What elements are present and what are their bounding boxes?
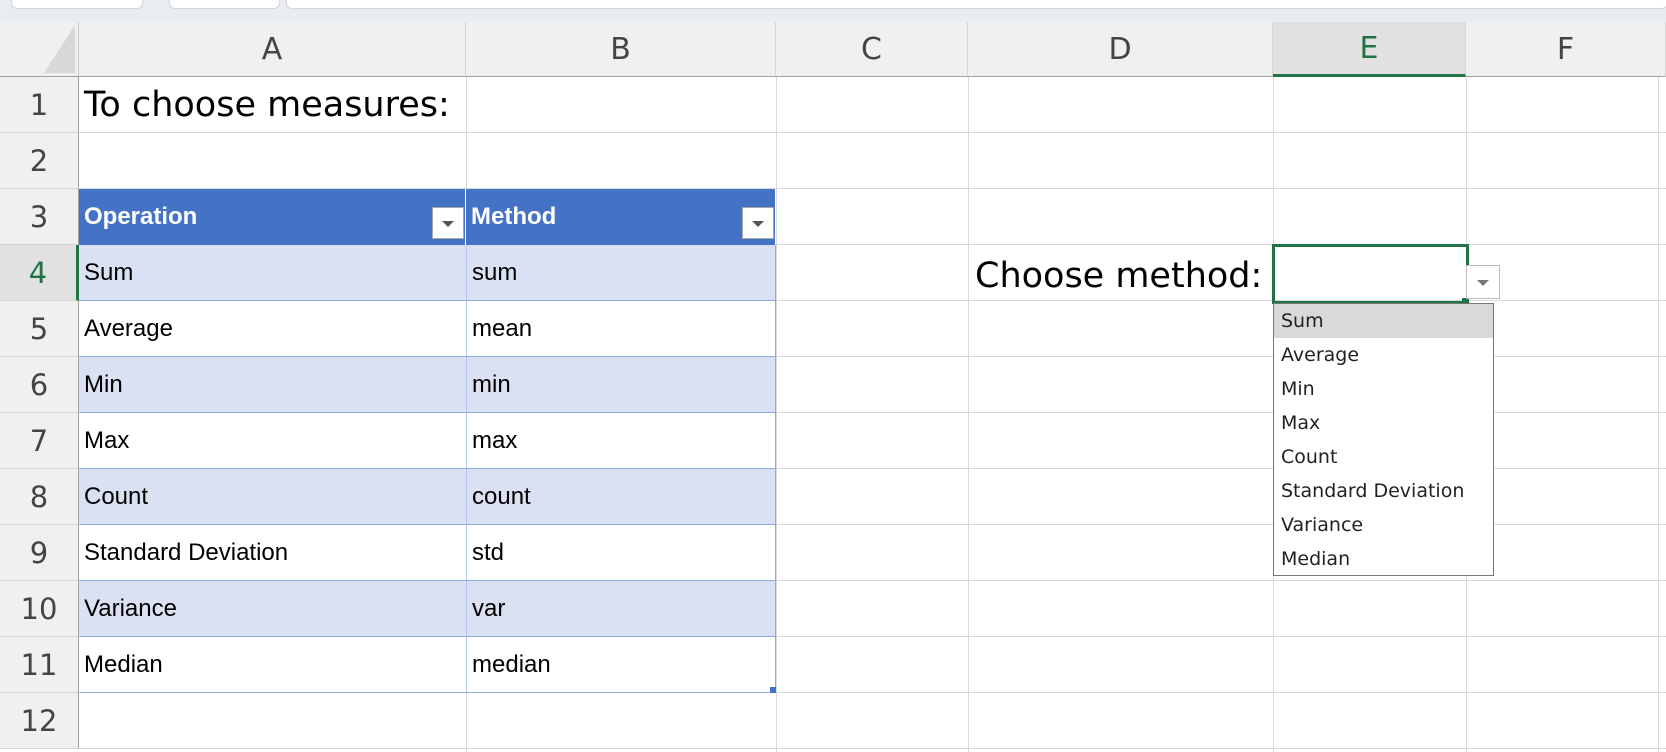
table-cell[interactable]: Median (79, 637, 466, 693)
column-header-a[interactable]: A (79, 22, 466, 77)
column-header-d[interactable]: D (968, 22, 1273, 77)
table-cell[interactable]: Sum (79, 245, 466, 301)
gridline (776, 77, 777, 752)
table-cell[interactable]: Min (79, 357, 466, 413)
gridline (79, 188, 1666, 189)
column-header-e[interactable]: E (1273, 22, 1466, 77)
gridline (79, 636, 1666, 637)
sheet-title: To choose measures: (84, 85, 450, 125)
table-cell[interactable]: median (466, 637, 776, 693)
row-header-5[interactable]: 5 (0, 301, 79, 357)
dropdown-option[interactable]: Max (1281, 412, 1321, 434)
fill-handle[interactable] (1462, 298, 1469, 305)
gridline (968, 77, 969, 752)
toolbar-strip (0, 0, 1666, 22)
choose-method-label: Choose method: (975, 256, 1263, 296)
table-header-method[interactable]: Method (466, 189, 776, 245)
table-cell[interactable]: Max (79, 413, 466, 469)
dropdown-option[interactable]: Count (1281, 446, 1338, 468)
gridline (79, 692, 1666, 693)
toolbar-box[interactable] (169, 0, 280, 9)
filter-dropdown-icon[interactable] (742, 207, 774, 239)
selected-cell-e4[interactable] (1272, 244, 1469, 304)
row-header-10[interactable]: 10 (0, 581, 79, 637)
validation-dropdown-list: Sum Average Min Max Count Standard Deviation V… (1273, 303, 1494, 576)
gridline (79, 300, 1666, 301)
column-header-b[interactable]: B (466, 22, 776, 77)
dropdown-option[interactable]: Median (1281, 548, 1351, 570)
formula-bar[interactable] (286, 0, 1666, 9)
dropdown-option[interactable]: Variance (1281, 514, 1364, 536)
gridline (79, 748, 1666, 749)
table-cell[interactable]: count (466, 469, 776, 525)
table-cell[interactable]: Count (79, 469, 466, 525)
row-header-6[interactable]: 6 (0, 357, 79, 413)
select-all-button[interactable] (0, 22, 79, 77)
table-cell[interactable]: max (466, 413, 776, 469)
table-header-operation[interactable]: Operation (79, 189, 466, 245)
table-cell[interactable]: Standard Deviation (79, 525, 466, 581)
row-header-8[interactable]: 8 (0, 469, 79, 525)
table-cell[interactable]: var (466, 581, 776, 637)
gridline (79, 580, 1666, 581)
gridline (79, 356, 1666, 357)
row-header-2[interactable]: 2 (0, 133, 79, 189)
row-header-1[interactable]: 1 (0, 77, 79, 133)
dropdown-option[interactable]: Standard Deviation (1281, 480, 1465, 502)
table-cell[interactable]: Variance (79, 581, 466, 637)
gridline (79, 244, 1666, 245)
gridline (79, 132, 1666, 133)
table-cell[interactable]: std (466, 525, 776, 581)
table-resize-handle[interactable] (770, 687, 776, 693)
table-cell[interactable]: mean (466, 301, 776, 357)
column-header-c[interactable]: C (776, 22, 968, 77)
table-cell[interactable]: min (466, 357, 776, 413)
filter-dropdown-icon[interactable] (432, 207, 464, 239)
row-header-3[interactable]: 3 (0, 189, 79, 245)
toolbar-box[interactable] (11, 0, 143, 9)
gridline (79, 524, 1666, 525)
column-header-f[interactable]: F (1466, 22, 1666, 77)
row-header-9[interactable]: 9 (0, 525, 79, 581)
table-cell[interactable]: sum (466, 245, 776, 301)
row-header-11[interactable]: 11 (0, 637, 79, 693)
row-header-12[interactable]: 12 (0, 693, 79, 749)
gridline (79, 468, 1666, 469)
gridline (1658, 77, 1659, 752)
table-cell[interactable]: Average (79, 301, 466, 357)
validation-dropdown-button[interactable] (1466, 265, 1500, 299)
dropdown-option[interactable]: Average (1281, 344, 1360, 366)
dropdown-option[interactable]: Min (1281, 378, 1315, 400)
row-header-7[interactable]: 7 (0, 413, 79, 469)
row-header-4[interactable]: 4 (0, 245, 79, 301)
gridline (79, 412, 1666, 413)
dropdown-option[interactable]: Sum (1274, 304, 1493, 338)
